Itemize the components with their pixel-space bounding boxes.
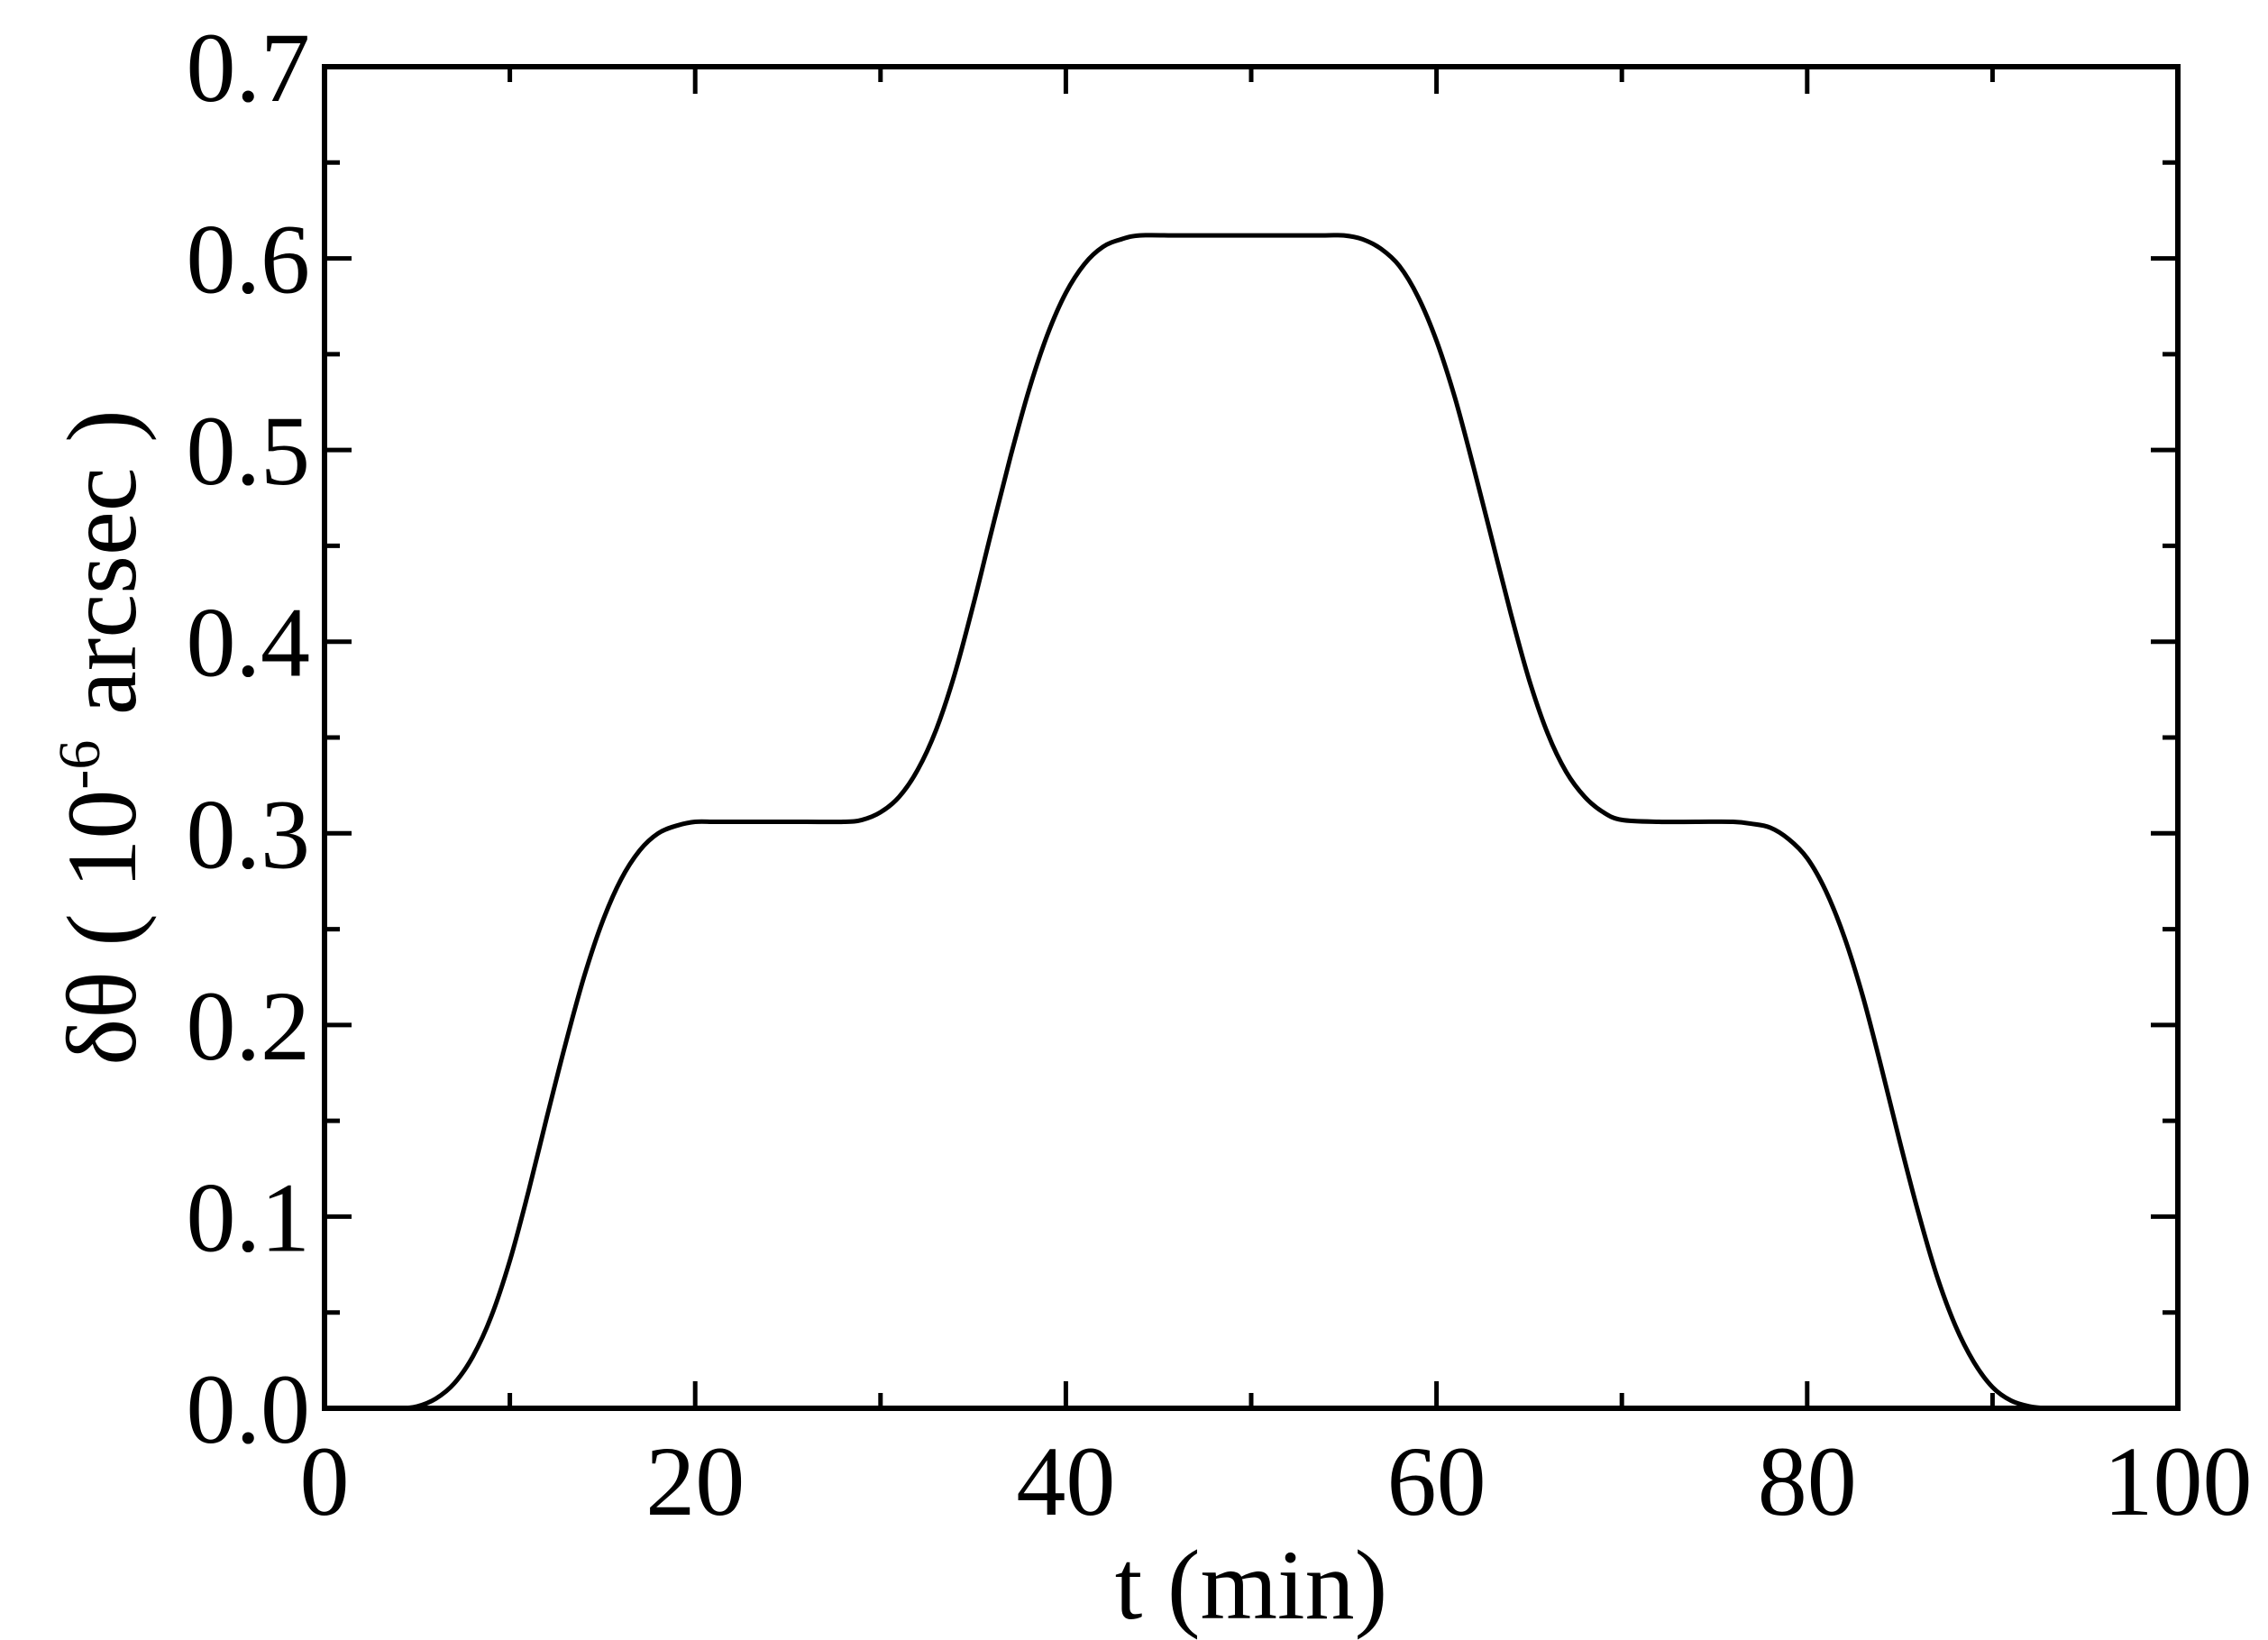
x-tick-label: 40 [1016,1426,1115,1536]
y-axis-title-prefix: δθ ( 10 [47,790,157,1066]
x-tick-label: 0 [300,1426,350,1536]
minor-ticks [325,67,2178,1408]
y-tick-label: 0.4 [187,588,311,698]
x-tick-label: 100 [2104,1426,2253,1536]
plot-frame [322,64,2181,1411]
x-tick-labels: 0 20 40 60 80 100 [300,1426,2253,1536]
x-tick-label: 20 [645,1426,745,1536]
y-tick-label: 0.7 [187,13,311,123]
y-tick-label: 0.1 [187,1162,311,1272]
y-axis-title-exponent: -6 [47,740,113,790]
y-tick-label: 0.6 [187,205,311,315]
x-tick-label: 80 [1758,1426,1857,1536]
y-tick-label: 0.5 [187,396,311,506]
y-axis-title: δθ ( 10-6 arcsec ) [47,409,157,1066]
y-tick-label: 0.3 [187,779,311,889]
series-line [322,233,2181,1411]
x-axis-title: t (min) [1115,1530,1387,1640]
y-tick-labels: 0.0 0.1 0.2 0.3 0.4 0.5 0.6 0.7 [187,13,311,1464]
x-tick-label: 60 [1387,1426,1486,1536]
y-tick-label: 0.2 [187,971,311,1081]
y-axis-title-suffix: arcsec ) [47,409,157,739]
major-ticks [322,64,2181,1411]
y-tick-label: 0.0 [187,1354,311,1464]
